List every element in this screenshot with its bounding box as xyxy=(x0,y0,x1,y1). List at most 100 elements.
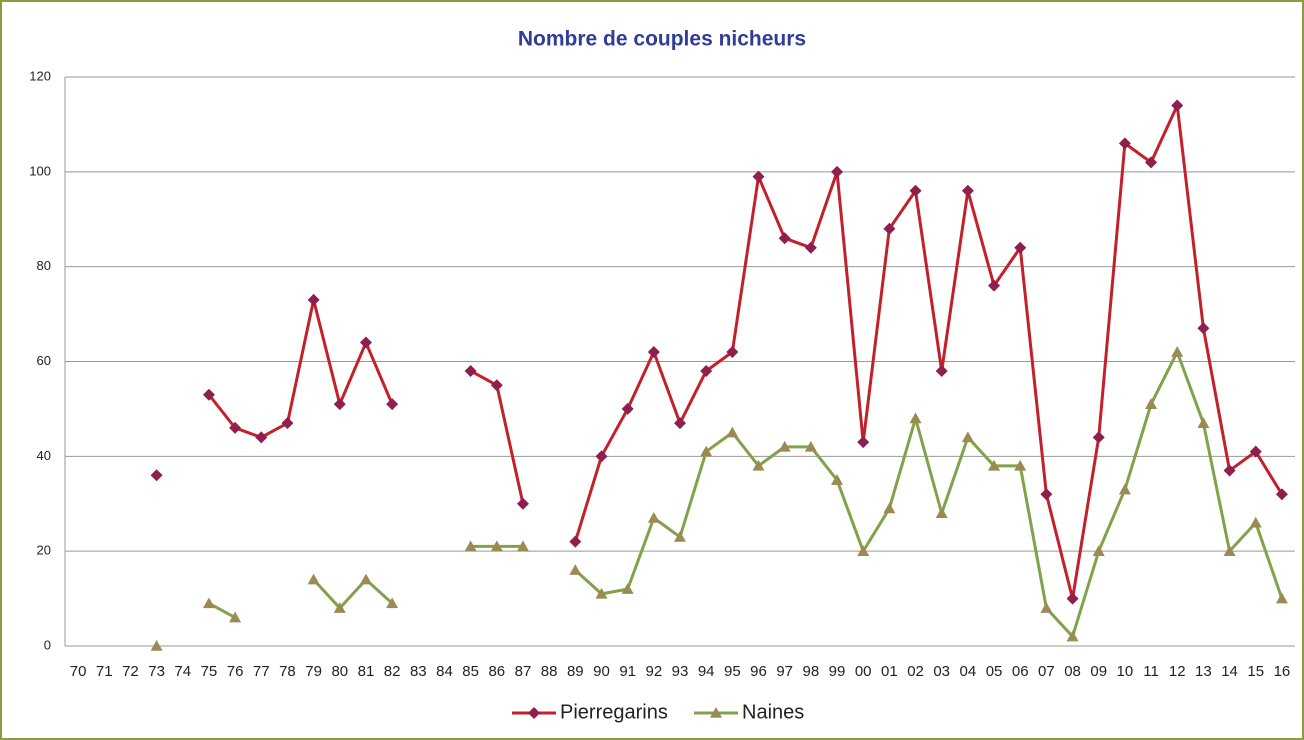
marker xyxy=(1249,516,1262,528)
marker xyxy=(359,336,372,349)
marker xyxy=(961,431,974,443)
x-tick-label: 94 xyxy=(698,663,715,680)
marker xyxy=(778,232,791,245)
x-tick-label: 88 xyxy=(541,663,558,680)
marker xyxy=(1092,431,1105,444)
marker xyxy=(752,459,765,471)
marker xyxy=(674,417,686,430)
marker xyxy=(1066,592,1079,605)
x-tick-label: 06 xyxy=(1012,663,1029,680)
marker xyxy=(333,398,346,411)
y-tick-label: 60 xyxy=(37,353,51,368)
marker xyxy=(988,279,1001,292)
marker xyxy=(569,564,582,575)
marker xyxy=(569,535,582,548)
marker xyxy=(1223,545,1236,556)
x-tick-label: 82 xyxy=(384,663,401,680)
marker xyxy=(700,445,713,457)
marker xyxy=(831,165,844,178)
marker xyxy=(516,497,529,510)
marker xyxy=(909,184,922,197)
x-tick-label: 96 xyxy=(750,663,767,680)
marker xyxy=(674,530,686,542)
marker xyxy=(333,602,346,613)
x-tick-label: 75 xyxy=(201,663,218,680)
y-tick-label: 0 xyxy=(44,637,51,652)
x-tick-label: 03 xyxy=(933,663,950,680)
marker xyxy=(647,346,660,359)
marker xyxy=(202,388,215,401)
marker xyxy=(726,426,739,438)
marker xyxy=(804,440,817,452)
marker xyxy=(883,502,896,514)
x-tick-label: 87 xyxy=(515,663,532,680)
marker xyxy=(464,364,477,377)
marker xyxy=(150,469,163,482)
marker xyxy=(857,436,870,449)
x-tick-label: 81 xyxy=(358,663,375,680)
x-tick-label: 91 xyxy=(619,663,636,680)
marker xyxy=(516,540,529,552)
x-tick-label: 78 xyxy=(279,663,296,680)
marker xyxy=(621,583,634,594)
marker xyxy=(1223,464,1236,477)
marker xyxy=(229,421,242,434)
marker xyxy=(883,222,896,235)
marker xyxy=(1197,322,1210,335)
chart-title: Nombre de couples nicheurs xyxy=(518,28,806,51)
x-tick-label: 86 xyxy=(488,663,505,680)
marker xyxy=(935,507,948,519)
x-tick-label: 05 xyxy=(986,663,1003,680)
marker xyxy=(1145,398,1158,409)
x-tick-label: 76 xyxy=(227,663,244,680)
x-tick-label: 15 xyxy=(1247,663,1264,680)
legend-label: Pierregarins xyxy=(560,701,668,723)
x-tick-label: 89 xyxy=(567,663,584,680)
marker xyxy=(831,474,844,485)
marker xyxy=(202,597,215,609)
marker xyxy=(307,573,320,585)
marker xyxy=(961,184,974,197)
x-tick-label: 98 xyxy=(803,663,820,680)
marker xyxy=(150,640,163,651)
marker xyxy=(1092,545,1105,556)
x-tick-label: 04 xyxy=(960,663,977,680)
x-tick-label: 09 xyxy=(1090,663,1107,680)
marker xyxy=(1040,602,1053,613)
x-tick-label: 93 xyxy=(672,663,689,680)
marker xyxy=(1145,156,1158,169)
marker xyxy=(621,402,634,415)
legend-label: Naines xyxy=(742,701,804,723)
marker xyxy=(255,431,268,444)
marker xyxy=(1197,417,1210,428)
x-tick-label: 80 xyxy=(331,663,348,680)
x-tick-label: 71 xyxy=(96,663,113,680)
marker xyxy=(804,241,817,254)
marker xyxy=(386,597,399,609)
x-tick-label: 13 xyxy=(1195,663,1212,680)
marker xyxy=(1014,241,1027,254)
marker xyxy=(778,440,791,452)
marker xyxy=(935,364,948,377)
marker xyxy=(1171,346,1184,357)
x-tick-label: 00 xyxy=(855,663,872,680)
marker xyxy=(1171,99,1184,112)
x-tick-label: 02 xyxy=(907,663,924,680)
x-tick-label: 14 xyxy=(1221,663,1238,680)
x-tick-label: 01 xyxy=(881,663,898,680)
marker xyxy=(710,707,722,718)
marker xyxy=(490,540,503,552)
y-tick-label: 80 xyxy=(37,258,51,273)
x-tick-label: 12 xyxy=(1169,663,1186,680)
y-tick-label: 120 xyxy=(29,68,51,83)
x-tick-label: 72 xyxy=(122,663,139,680)
marker xyxy=(386,398,399,411)
marker xyxy=(700,364,713,377)
marker xyxy=(909,412,922,424)
marker xyxy=(229,611,242,623)
y-tick-label: 40 xyxy=(37,448,51,463)
x-tick-label: 85 xyxy=(462,663,479,680)
marker xyxy=(528,707,540,719)
